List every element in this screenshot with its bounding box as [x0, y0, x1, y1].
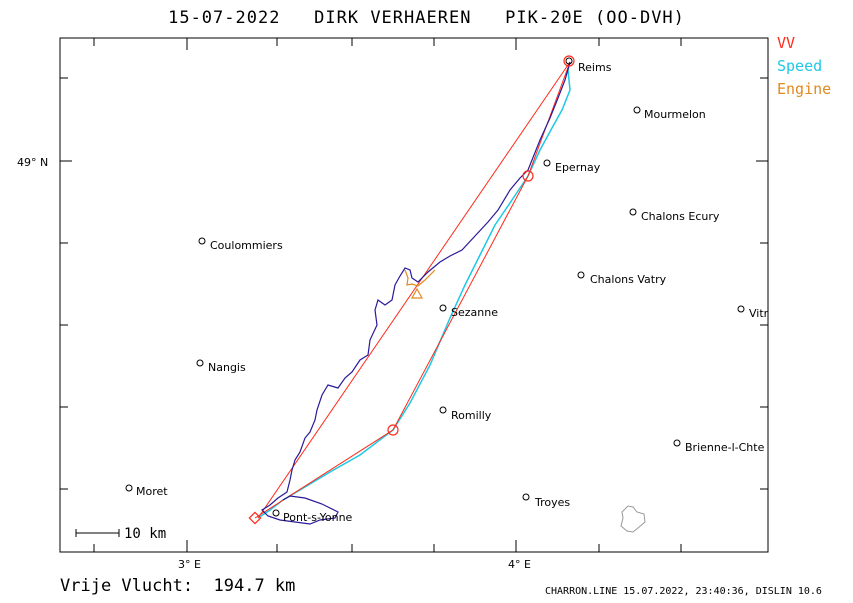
lon-label-left: 3° E — [178, 558, 201, 571]
start-marker[interactable] — [248, 511, 262, 525]
place-label-romilly: Romilly — [451, 409, 492, 422]
map-frame — [59, 37, 769, 553]
credit-line: CHARRON.LINE 15.07.2022, 23:40:36, DISLI… — [545, 586, 822, 597]
place-label-reims: Reims — [578, 61, 612, 74]
place-label-epernay: Epernay — [555, 161, 601, 174]
place-dot-moret — [125, 484, 133, 492]
place-label-nangis: Nangis — [208, 361, 246, 374]
place-label-vitr: Vitr — [749, 307, 769, 320]
lon-label-right: 4° E — [508, 558, 531, 571]
legend-engine: Engine — [777, 80, 832, 98]
place-label-moret: Moret — [136, 485, 168, 498]
place-dot-epernay — [543, 159, 551, 167]
place-label-pont-s-yonne: Pont-s-Yonne — [283, 511, 353, 524]
place-label-troyes: Troyes — [534, 496, 570, 509]
place-dot-vitr — [737, 305, 745, 313]
turnpoint-marker-reims[interactable] — [563, 55, 575, 67]
place-label-coulommiers: Coulommiers — [210, 239, 283, 252]
place-label-chalons-ecury: Chalons Ecury — [641, 210, 720, 223]
place-dot-brienne — [673, 439, 681, 447]
place-dot-coulommiers — [198, 237, 206, 245]
place-labels: Reims Mourmelon Epernay Chalons Ecury Co… — [136, 61, 769, 524]
scale-label: 10 km — [124, 526, 166, 542]
page-title: 15-07-2022 DIRK VERHAEREN PIK-20E (OO-DV… — [168, 8, 685, 28]
place-dot-reims — [565, 57, 573, 65]
legend-vv: VV — [777, 34, 796, 52]
lat-label: 49° N — [17, 156, 48, 169]
lake-outline — [620, 505, 646, 533]
turnpoint-marker-epernay[interactable] — [522, 170, 534, 182]
speed-track — [257, 61, 571, 519]
place-label-chalons-vatry: Chalons Vatry — [590, 273, 667, 286]
place-dot-sezanne — [439, 304, 447, 312]
place-dot-chalons-vatry — [577, 271, 585, 279]
distance-summary: Vrije Vlucht: 194.7 km — [60, 576, 296, 596]
place-dot-troyes — [522, 493, 530, 501]
place-label-mourmelon: Mourmelon — [644, 108, 706, 121]
place-dot-romilly — [439, 406, 447, 414]
vv-track — [254, 61, 571, 519]
turnpoint-marker-romilly[interactable] — [387, 424, 399, 436]
glider-track — [261, 61, 571, 525]
place-label-sezanne: Sezanne — [451, 306, 498, 319]
place-dot-chalons-ecury — [629, 208, 637, 216]
engine-marker[interactable] — [410, 287, 424, 299]
tick-marks — [60, 38, 768, 552]
scale-bar — [75, 529, 120, 537]
place-label-brienne: Brienne-l-Chte — [685, 441, 765, 454]
place-dot-nangis — [196, 359, 204, 367]
place-dot-pont-s-yonne — [272, 509, 280, 517]
place-markers — [125, 57, 745, 517]
place-dot-mourmelon — [633, 106, 641, 114]
engine-track — [404, 269, 436, 287]
legend-speed: Speed — [777, 57, 823, 75]
